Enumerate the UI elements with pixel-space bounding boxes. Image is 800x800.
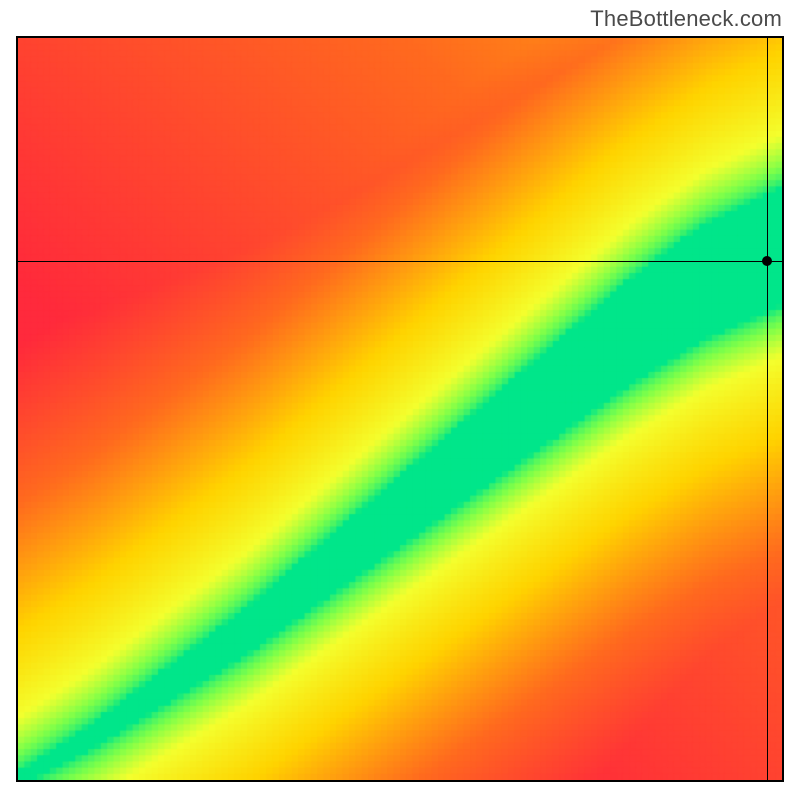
crosshair-vertical <box>767 38 768 780</box>
bottleneck-heatmap <box>16 36 784 782</box>
crosshair-horizontal <box>18 261 782 262</box>
watermark-text: TheBottleneck.com <box>590 6 782 32</box>
heatmap-canvas <box>18 38 782 780</box>
crosshair-marker <box>762 256 772 266</box>
